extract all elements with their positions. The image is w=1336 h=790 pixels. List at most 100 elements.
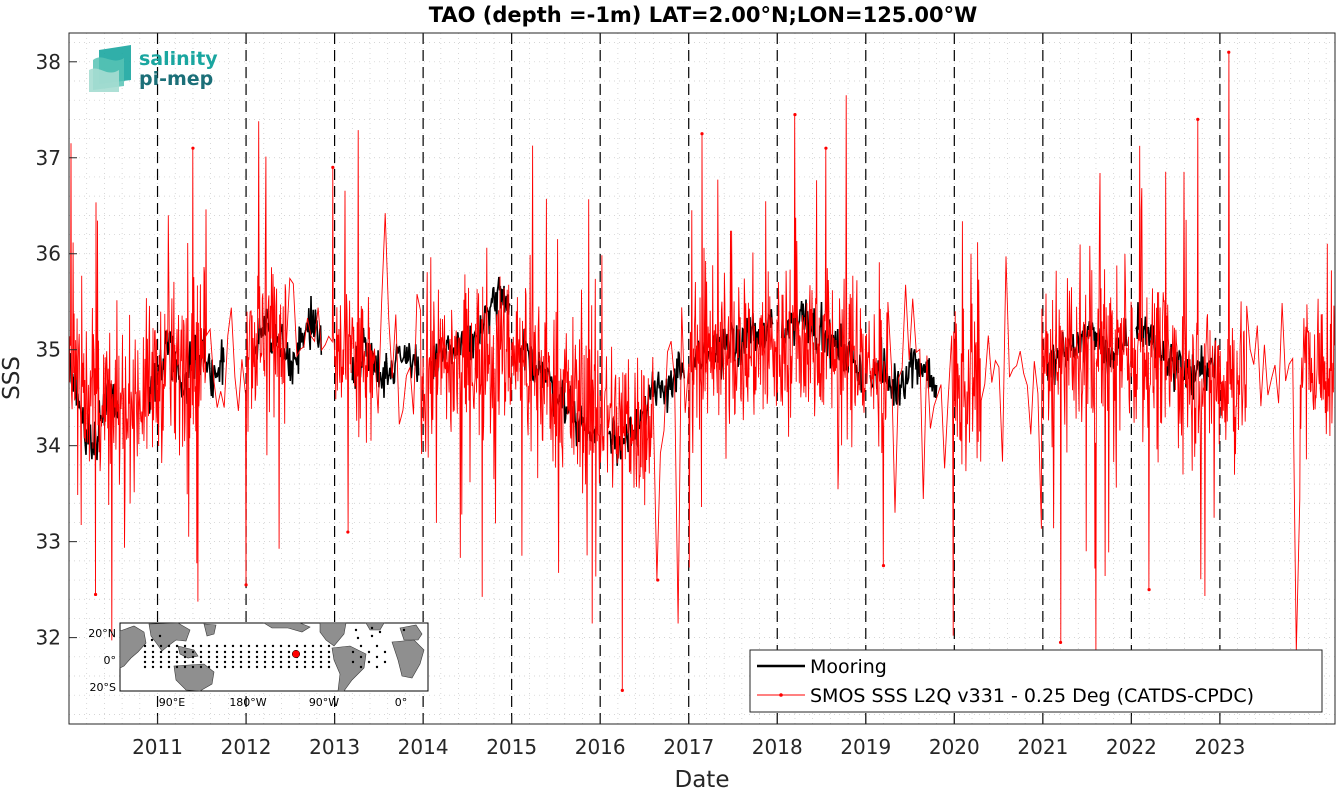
map-mooring-dot [351, 660, 355, 664]
map-mooring-dot [271, 650, 275, 654]
map-mooring-dot [223, 665, 227, 669]
legend-marker-smos [779, 693, 783, 697]
map-lon-label-180w: 180°W [229, 696, 266, 709]
map-mooring-dot [263, 650, 267, 654]
map-mooring-dot [199, 644, 203, 648]
map-mooring-dot [319, 665, 323, 669]
map-mooring-dot [231, 655, 235, 659]
map-mooring-dot [223, 660, 227, 664]
map-mooring-dot [247, 665, 251, 669]
map-mooring-dot [319, 655, 323, 659]
map-mooring-dot [175, 655, 179, 659]
legend-box [749, 649, 1323, 713]
map-mooring-dot [271, 655, 275, 659]
map-mooring-dot [319, 660, 323, 664]
map-mooring-dot [167, 655, 171, 659]
map-mooring-dot [255, 660, 259, 664]
map-mooring-dot [223, 644, 227, 648]
map-mooring-dot [247, 655, 251, 659]
map-mooring-dot [159, 655, 163, 659]
map-mooring-dot [159, 665, 163, 669]
map-mooring-dot [303, 660, 307, 664]
map-mooring-dot [215, 660, 219, 664]
map-mooring-dot [279, 665, 283, 669]
map-mooring-dot [255, 644, 259, 648]
smos-extreme-point [656, 578, 660, 582]
x-tick-label: 2018 [752, 735, 803, 759]
map-mooring-dot [311, 650, 315, 654]
x-tick-label: 2015 [486, 735, 537, 759]
map-mooring-dot [199, 660, 203, 664]
map-lon-label-0: 0° [395, 696, 408, 709]
map-mooring-dot [199, 665, 203, 669]
map-lat-label-20s: 20°S [90, 681, 116, 694]
y-tick-label: 37 [36, 146, 61, 170]
map-mooring-dot [175, 644, 179, 648]
x-tick-label: 2021 [1017, 735, 1068, 759]
map-mooring-dot [207, 665, 211, 669]
smos-extreme-point [1227, 50, 1231, 54]
logo-wave-icon [89, 45, 131, 92]
map-mooring-dot [167, 650, 171, 654]
x-tick-label: 2016 [575, 735, 626, 759]
legend-entry-mooring: Mooring [757, 656, 887, 678]
map-mooring-dot [151, 650, 155, 654]
map-mooring-dot [143, 665, 147, 669]
map-mooring-dot [175, 650, 179, 654]
map-mooring-dot [207, 655, 211, 659]
map-mooring-dot [263, 660, 267, 664]
map-mooring-dot [143, 660, 147, 664]
plot-frame [68, 32, 1336, 725]
map-mooring-dot [370, 626, 374, 630]
map-mooring-dot [223, 655, 227, 659]
map-mooring-dot [191, 660, 195, 664]
smos-extreme-point [700, 132, 704, 136]
map-mooring-dot [271, 660, 275, 664]
map-mooring-dot [207, 650, 211, 654]
map-mooring-dot [151, 665, 155, 669]
map-mooring-dot [215, 655, 219, 659]
salinity-pi-mep-logo: salinity pi-mep [89, 45, 218, 92]
smos-extreme-point [331, 165, 335, 169]
map-mooring-dot [191, 644, 195, 648]
map-mooring-dot [151, 644, 155, 648]
map-mooring-dot [239, 650, 243, 654]
smos-extreme-point [244, 583, 248, 587]
map-mooring-dot [231, 665, 235, 669]
map-mooring-dot [255, 665, 259, 669]
map-lat-label-0: 0° [104, 654, 117, 667]
map-mooring-dot [295, 644, 299, 648]
map-mooring-dot [239, 644, 243, 648]
map-mooring-dot [143, 655, 147, 659]
map-mooring-dot [303, 650, 307, 654]
map-mooring-dot [167, 644, 171, 648]
legend: Mooring SMOS SSS L2Q v331 - 0.25 Deg (CA… [749, 649, 1323, 713]
map-mooring-dot [295, 660, 299, 664]
x-tick-label: 2012 [221, 735, 272, 759]
map-mooring-dot [159, 644, 163, 648]
map-mooring-dot [199, 655, 203, 659]
x-tick-label: 2011 [132, 735, 183, 759]
map-mooring-dot [319, 650, 323, 654]
map-mooring-dot [375, 644, 379, 648]
y-tick-label: 36 [36, 242, 61, 266]
map-mooring-dot [327, 665, 331, 669]
x-axis-label: Date [675, 767, 730, 790]
map-mooring-dot [247, 644, 251, 648]
y-tick-label: 38 [36, 50, 61, 74]
x-tick-label: 2013 [309, 735, 360, 759]
map-mooring-dot [367, 650, 371, 654]
y-tick-label: 32 [36, 626, 61, 650]
map-mooring-dot [183, 650, 187, 654]
map-landmasses [119, 622, 425, 692]
map-mooring-dot [359, 655, 363, 659]
map-mooring-dot [359, 665, 363, 669]
mooring-series-line [780, 299, 863, 393]
legend-label-mooring: Mooring [810, 656, 887, 678]
map-mooring-dot [150, 638, 154, 642]
logo-text-salinity: salinity [139, 48, 218, 70]
map-mooring-dot [175, 660, 179, 664]
map-mooring-dot [239, 665, 243, 669]
map-mooring-dot [247, 650, 251, 654]
